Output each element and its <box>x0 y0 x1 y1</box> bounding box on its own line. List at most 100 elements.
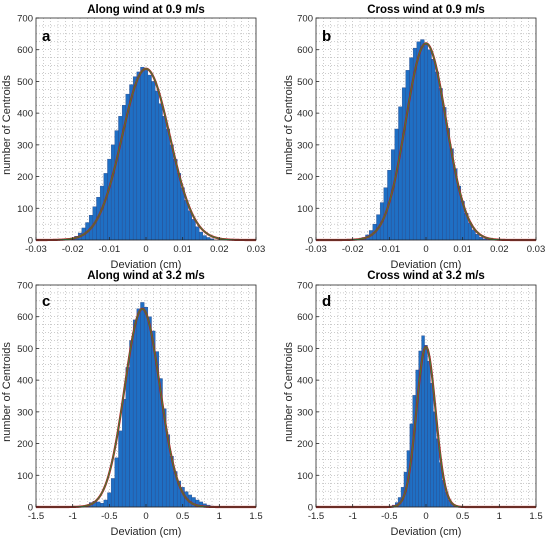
panel-c-xtick-label: 1.5 <box>249 511 262 522</box>
panel-b-ytick-label: 0 <box>308 236 313 247</box>
panel-c-xtick-label: -0.5 <box>101 511 117 522</box>
panel-d-xtick-label: 1.5 <box>529 511 542 522</box>
panel-b-xtick-label: 0.01 <box>453 244 472 255</box>
panel-b-xtick-label: 0 <box>423 244 428 255</box>
panel-d-ticks: -1.5 -1 -0.5 0 0.5 1 1.5 0 100 200 300 400 500 600 700 <box>297 281 542 523</box>
panel-b-ytick-label: 500 <box>297 77 313 88</box>
panel-c-bar <box>125 367 130 508</box>
panel-a-ytick-label: 500 <box>17 77 33 88</box>
panel-d-plot-area: -1.5 -1 -0.5 0 0.5 1 1.5 0 100 200 300 400 500 600 700 <box>297 281 542 523</box>
panel-a-bar <box>165 128 171 241</box>
panel-a-bar <box>195 226 200 241</box>
panel-a-bar <box>176 173 182 241</box>
panel-d-xtick-label: -1 <box>348 511 356 522</box>
panel-a-ytick-label: 0 <box>28 236 33 247</box>
panel-d-xtick-label: 0.5 <box>456 511 469 522</box>
panel-c-ylabel: number of Centroids <box>1 342 13 442</box>
panel-c: -1.5 -1 -0.5 0 0.5 1 1.5 0 100 200 300 400 500 600 700… <box>1 270 263 538</box>
panel-b-bar <box>438 88 443 241</box>
panel-d: -1.5 -1 -0.5 0 0.5 1 1.5 0 100 200 300 400 500 600 700… <box>283 270 543 538</box>
panel-c-bar <box>96 501 101 508</box>
panel-b-plot-area: -0.03 -0.02 -0.01 0 0.01 0.02 0.03 0 100 200 300 40… <box>297 14 545 256</box>
panel-a-bar <box>169 144 174 241</box>
panel-c-ytick-label: 700 <box>17 281 33 292</box>
panel-a-bar <box>162 116 167 241</box>
panel-b-bar <box>471 229 476 241</box>
panel-d-bar <box>427 360 431 508</box>
panel-b-ytick-label: 200 <box>297 172 313 183</box>
panel-b-ytick-label: 400 <box>297 109 313 120</box>
panel-d-xtick-label: 1 <box>497 511 502 522</box>
panel-b-ticks: -0.03 -0.02 -0.01 0 0.01 0.02 0.03 0 100 200 300 40… <box>297 14 545 256</box>
panel-c-bar <box>147 316 152 508</box>
panel-a-bar <box>132 76 138 241</box>
panel-c-bar <box>140 302 145 508</box>
panel-b-bar <box>398 106 403 241</box>
panel-d-ytick-label: 100 <box>297 471 313 482</box>
panel-d-ytick-label: 400 <box>297 376 313 387</box>
panel-c-ticks: -1.5 -1 -0.5 0 0.5 1 1.5 0 100 200 300 400 500 600 700 <box>17 281 262 523</box>
panel-a-bar <box>103 173 108 241</box>
panel-d-title: Cross wind at 3.2 m/s <box>367 270 485 282</box>
panel-c-xtick-label: -1 <box>68 511 76 522</box>
panel-c-xtick-label: 0 <box>143 511 148 522</box>
panel-c-xtick-label: 1 <box>217 511 222 522</box>
panel-a-bar <box>110 144 116 241</box>
panel-c-bar <box>99 502 105 508</box>
panel-b-bar <box>427 49 432 241</box>
panel-a-bar <box>173 158 178 241</box>
panel-a-bar <box>191 219 196 241</box>
panel-a-bar <box>198 231 204 241</box>
panel-b-ytick-label: 600 <box>297 45 313 56</box>
panel-c-bar <box>110 478 116 508</box>
panel-b-bar <box>423 43 429 241</box>
panel-b-bar <box>405 70 410 241</box>
panel-c-xtick-label: 0.5 <box>176 511 189 522</box>
panel-d-ylabel: number of Centroids <box>283 342 295 442</box>
panel-a-xtick-label: -0.02 <box>62 244 84 255</box>
panel-a-ytick-label: 300 <box>17 140 33 151</box>
panel-b-bar <box>420 39 425 241</box>
panel-b-ytick-label: 700 <box>297 14 313 25</box>
panel-a-bar <box>202 235 207 241</box>
panel-b-ylabel: number of Centroids <box>283 75 295 175</box>
panel-d-bar <box>430 383 434 508</box>
panel-b-xtick-label: -0.01 <box>379 244 401 255</box>
panel-a-xlabel: Deviation (cm) <box>111 259 182 271</box>
panel-c-bar <box>129 340 134 508</box>
panel-b-bar <box>394 128 399 241</box>
panel-d-letter: d <box>322 293 331 310</box>
panel-a-ticks: -0.03 -0.02 -0.01 0 0.01 0.02 0.03 0 100 200 300 40… <box>17 14 265 256</box>
panel-a-bar <box>136 71 141 241</box>
panel-b-bar <box>475 234 480 241</box>
panel-a-bar <box>147 74 152 241</box>
panel-d-ytick-label: 200 <box>297 439 313 450</box>
panel-a-xtick-label: -0.01 <box>99 244 121 255</box>
panel-a-bar <box>151 81 156 241</box>
panel-b-xlabel: Deviation (cm) <box>391 259 462 271</box>
panel-a-xtick-label: 0 <box>143 244 148 255</box>
panel-c-plot-area: -1.5 -1 -0.5 0 0.5 1 1.5 0 100 200 300 400 500 600 700 <box>17 281 262 523</box>
panel-c-ytick-label: 600 <box>17 312 33 323</box>
panel-a-ytick-label: 100 <box>17 204 33 215</box>
panel-a-xtick-label: -0.03 <box>25 244 47 255</box>
panel-b-bar <box>416 41 421 241</box>
panel-d-xtick-label: -0.5 <box>381 511 397 522</box>
panel-a-bar <box>180 187 185 241</box>
panel-a-xtick-label: 0.02 <box>210 244 229 255</box>
panel-b-xtick-label: -0.03 <box>305 244 327 255</box>
panel-d-ytick-label: 700 <box>297 281 313 292</box>
panel-d-ytick-label: 500 <box>297 344 313 355</box>
panel-b: -0.03 -0.02 -0.01 0 0.01 0.02 0.03 0 100 200 300 40… <box>283 4 545 271</box>
panel-c-ytick-label: 500 <box>17 344 33 355</box>
panel-b-xtick-label: 0.03 <box>527 244 546 255</box>
panel-a-letter: a <box>42 28 51 45</box>
panel-a-ytick-label: 200 <box>17 172 33 183</box>
panel-d-ytick-label: 0 <box>308 503 313 514</box>
panel-a-ytick-label: 700 <box>17 14 33 25</box>
panel-a-plot-area: -0.03 -0.02 -0.01 0 0.01 0.02 0.03 0 100 200 300 40… <box>17 14 265 256</box>
panel-a-ytick-label: 600 <box>17 45 33 56</box>
panel-b-letter: b <box>322 28 331 45</box>
panel-b-title: Cross wind at 0.9 m/s <box>367 4 485 16</box>
